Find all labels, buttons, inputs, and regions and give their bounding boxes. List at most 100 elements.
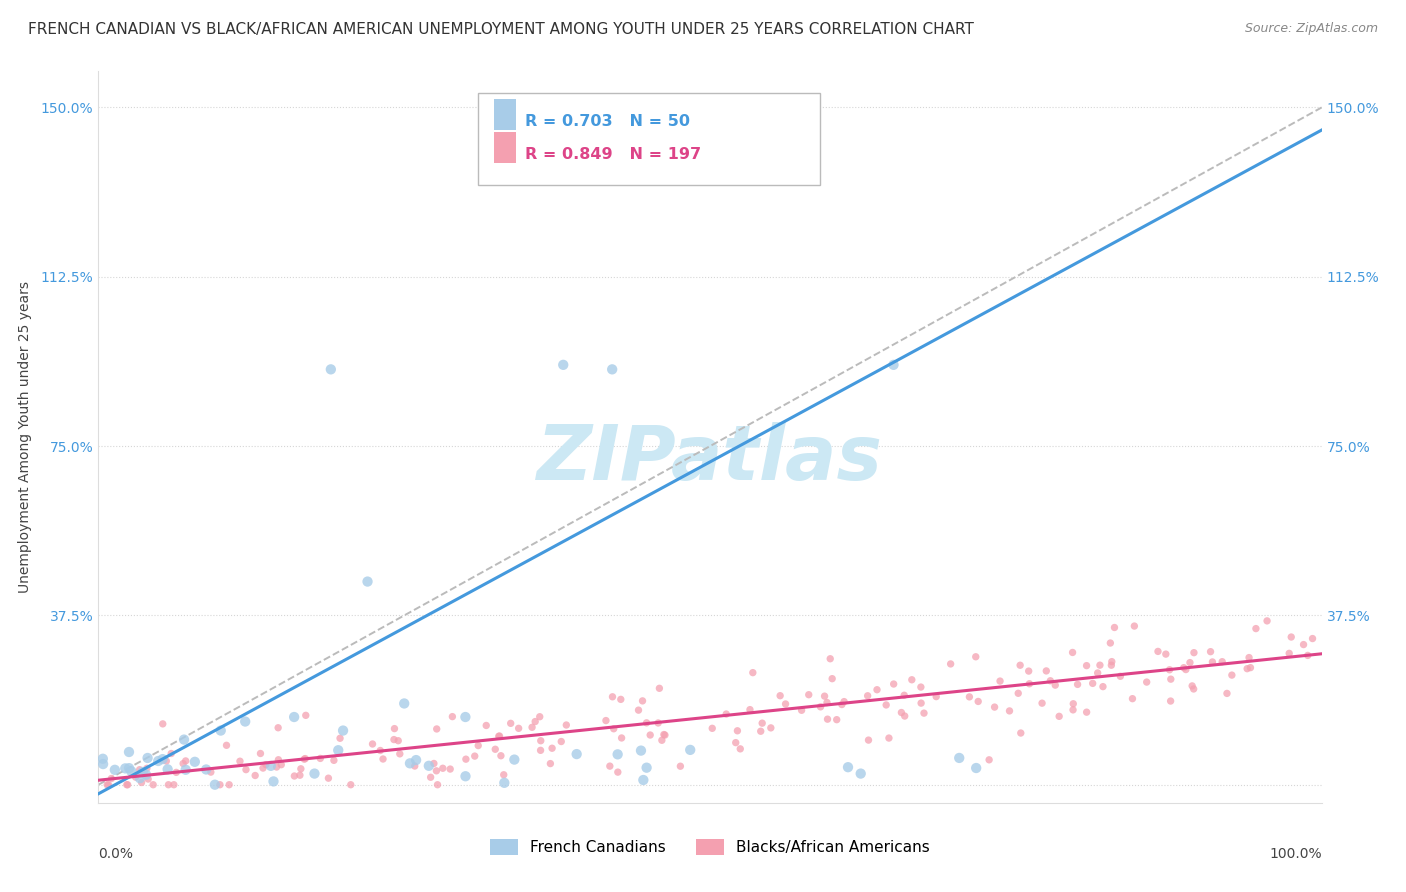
- Point: [837, 760, 859, 774]
- Point: [1199, 645, 1222, 659]
- Point: [529, 743, 551, 757]
- Point: [163, 778, 186, 792]
- Point: [1007, 686, 1029, 700]
- Point: [1201, 655, 1223, 669]
- Point: [813, 689, 835, 703]
- Text: ZIPatlas: ZIPatlas: [537, 422, 883, 496]
- Text: R = 0.703   N = 50: R = 0.703 N = 50: [526, 113, 690, 128]
- Point: [432, 761, 454, 775]
- Point: [294, 751, 316, 765]
- Point: [294, 708, 316, 723]
- Point: [1123, 619, 1146, 633]
- Point: [97, 778, 120, 792]
- Point: [229, 754, 252, 768]
- Point: [631, 694, 654, 708]
- Point: [454, 752, 477, 766]
- Point: [1062, 703, 1084, 717]
- Legend: French Canadians, Blacks/African Americans: French Canadians, Blacks/African America…: [484, 833, 936, 861]
- Point: [1292, 638, 1315, 652]
- Point: [488, 729, 510, 743]
- Point: [384, 722, 406, 736]
- Point: [1091, 680, 1114, 694]
- Point: [148, 754, 170, 768]
- Point: [1236, 662, 1258, 676]
- Y-axis label: Unemployment Among Youth under 25 years: Unemployment Among Youth under 25 years: [18, 281, 32, 593]
- Point: [152, 752, 174, 766]
- Point: [200, 765, 222, 780]
- Text: 100.0%: 100.0%: [1270, 847, 1322, 861]
- Point: [464, 749, 486, 764]
- Point: [388, 747, 411, 761]
- Point: [759, 721, 782, 735]
- Point: [817, 712, 839, 726]
- Point: [901, 673, 924, 687]
- Point: [775, 697, 797, 711]
- Point: [883, 677, 905, 691]
- Point: [998, 704, 1021, 718]
- Point: [1237, 650, 1260, 665]
- Point: [1278, 646, 1301, 660]
- Point: [831, 698, 853, 712]
- Point: [1031, 696, 1053, 710]
- Point: [965, 649, 987, 664]
- Bar: [494, 99, 516, 130]
- Point: [1018, 677, 1040, 691]
- Point: [883, 358, 905, 372]
- Point: [1076, 658, 1098, 673]
- Point: [939, 657, 962, 671]
- Point: [606, 765, 628, 780]
- Point: [114, 761, 136, 775]
- Point: [387, 733, 409, 747]
- Point: [1101, 655, 1123, 669]
- Point: [925, 690, 948, 704]
- Point: [91, 752, 114, 766]
- Point: [1159, 663, 1181, 677]
- Point: [912, 706, 935, 720]
- Point: [270, 757, 292, 772]
- Point: [1066, 677, 1088, 691]
- Point: [135, 768, 157, 782]
- Point: [426, 778, 449, 792]
- Point: [1081, 676, 1104, 690]
- Point: [96, 778, 118, 792]
- Point: [1279, 630, 1302, 644]
- Point: [494, 776, 516, 790]
- Point: [319, 362, 342, 376]
- Point: [332, 723, 354, 738]
- Point: [209, 723, 232, 738]
- Point: [328, 743, 350, 757]
- Point: [600, 362, 623, 376]
- Point: [648, 681, 671, 696]
- Point: [425, 764, 447, 778]
- Point: [858, 733, 880, 747]
- Point: [1154, 647, 1177, 661]
- Point: [1182, 646, 1205, 660]
- Point: [484, 742, 506, 756]
- Point: [115, 778, 138, 792]
- Point: [165, 765, 187, 780]
- Point: [1136, 675, 1159, 690]
- Point: [418, 759, 440, 773]
- Point: [184, 755, 207, 769]
- Point: [524, 714, 547, 729]
- Point: [118, 745, 141, 759]
- Point: [1047, 709, 1070, 723]
- Point: [553, 358, 575, 372]
- Point: [856, 689, 879, 703]
- Point: [702, 722, 724, 736]
- Point: [595, 714, 617, 728]
- Point: [1099, 658, 1122, 673]
- Point: [647, 715, 669, 730]
- Point: [866, 682, 889, 697]
- Point: [157, 778, 180, 792]
- Point: [91, 757, 114, 772]
- Point: [195, 763, 218, 777]
- Point: [790, 703, 813, 717]
- Point: [252, 761, 274, 775]
- Point: [263, 774, 285, 789]
- Point: [309, 751, 332, 765]
- Point: [652, 727, 675, 741]
- Point: [825, 713, 848, 727]
- Point: [100, 772, 122, 786]
- Point: [602, 690, 624, 704]
